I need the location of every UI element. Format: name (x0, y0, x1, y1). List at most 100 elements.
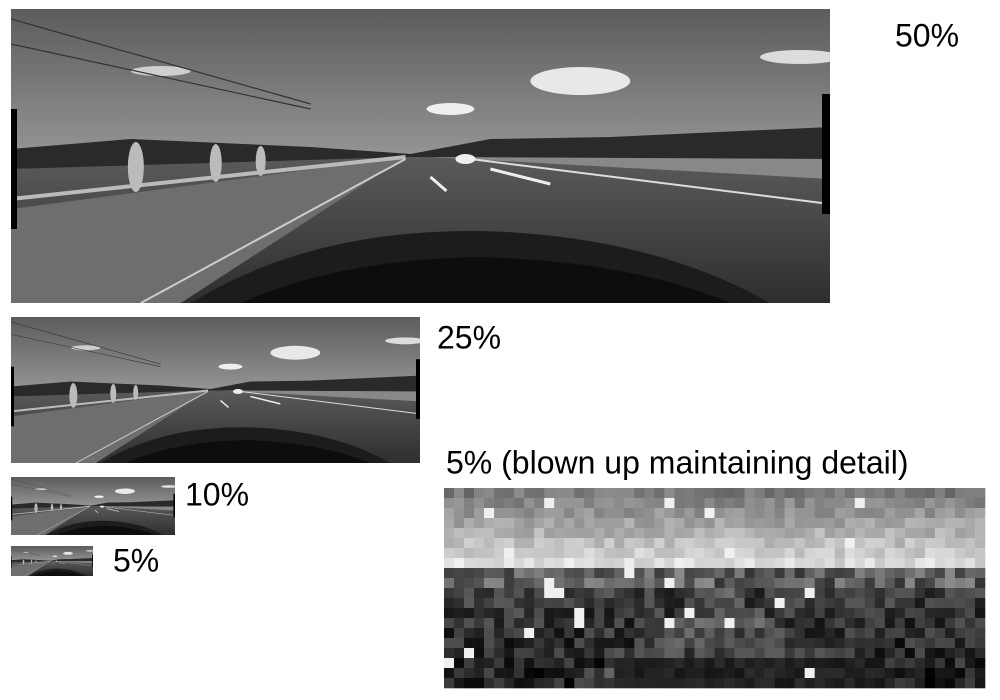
pixel (644, 488, 655, 499)
pixel (784, 538, 795, 549)
pixel (564, 588, 575, 599)
pixel (924, 648, 936, 659)
pixel (644, 618, 655, 629)
pixel (824, 608, 836, 619)
pixel (534, 568, 545, 579)
pixel (944, 678, 956, 689)
pixel (694, 508, 705, 519)
pixel (934, 608, 946, 619)
pixel (554, 578, 565, 589)
pixel (694, 538, 705, 549)
pixel (864, 608, 876, 619)
pixel (444, 498, 455, 509)
pixel (744, 508, 755, 519)
pixel (774, 678, 785, 689)
pixel (874, 648, 886, 659)
pixel (794, 558, 805, 569)
pixel (974, 538, 986, 549)
pixel (974, 508, 986, 519)
pixel (604, 598, 615, 609)
pixel (894, 618, 906, 629)
pixel (614, 648, 625, 659)
pixel (944, 608, 956, 619)
pixel (594, 508, 605, 519)
pixel (964, 498, 976, 509)
pixel (724, 598, 735, 609)
pixel (564, 538, 575, 549)
pixel (714, 518, 725, 529)
pixel (554, 508, 565, 519)
pixel (764, 548, 775, 559)
pixel (784, 678, 795, 689)
pixel (884, 568, 896, 579)
pixel (844, 668, 856, 679)
pixel (734, 518, 745, 529)
pixel (684, 558, 695, 569)
pixel (614, 528, 625, 539)
scale-label: 25% (437, 319, 501, 355)
pixel (784, 488, 795, 499)
pixel (654, 678, 665, 689)
pixel (684, 528, 695, 539)
pixel (874, 638, 886, 649)
pixel (714, 508, 725, 519)
pixel (594, 528, 605, 539)
pixel (814, 528, 826, 539)
pixel (684, 578, 695, 589)
pixel (484, 578, 495, 589)
pixel (594, 498, 605, 509)
pixel (624, 558, 635, 569)
pixel (974, 678, 986, 689)
pixel (834, 508, 846, 519)
pixel (544, 508, 555, 519)
pixel (494, 618, 505, 629)
pixel (584, 658, 595, 669)
pixel (944, 638, 956, 649)
pixel (554, 648, 565, 659)
pixel (584, 498, 595, 509)
pixel (774, 598, 785, 609)
pixel (614, 488, 625, 499)
pixel (714, 618, 725, 629)
pixel (504, 528, 515, 539)
pixel (644, 608, 655, 619)
pixel (454, 668, 465, 679)
pixel (474, 588, 485, 599)
pixel (594, 578, 605, 589)
pixel (614, 628, 625, 639)
pixel (564, 668, 575, 679)
pixel (514, 568, 525, 579)
pixel (864, 528, 876, 539)
pixel (614, 518, 625, 529)
pixel (794, 538, 805, 549)
pixel (974, 488, 986, 499)
pixel (784, 568, 795, 579)
pixel (614, 618, 625, 629)
pixel (874, 678, 886, 689)
pixel (804, 638, 815, 649)
pixel (884, 558, 896, 569)
pixel (634, 568, 645, 579)
pixel (624, 538, 635, 549)
pixel (534, 648, 545, 659)
pixel (814, 608, 826, 619)
pixel (644, 638, 655, 649)
pixel (564, 498, 575, 509)
pixel (894, 678, 906, 689)
pixel (694, 648, 705, 659)
image-25 (11, 317, 420, 463)
pixel (924, 508, 936, 519)
pixel (804, 658, 815, 669)
pixel (654, 568, 665, 579)
pixel (544, 568, 555, 579)
pixel (484, 568, 495, 579)
pixel (904, 678, 916, 689)
scale-label: 10% (185, 476, 249, 512)
pixel (584, 628, 595, 639)
pixel (664, 558, 675, 569)
pixel (794, 578, 805, 589)
pixel (934, 548, 946, 559)
pixel (584, 538, 595, 549)
pixel (504, 538, 515, 549)
